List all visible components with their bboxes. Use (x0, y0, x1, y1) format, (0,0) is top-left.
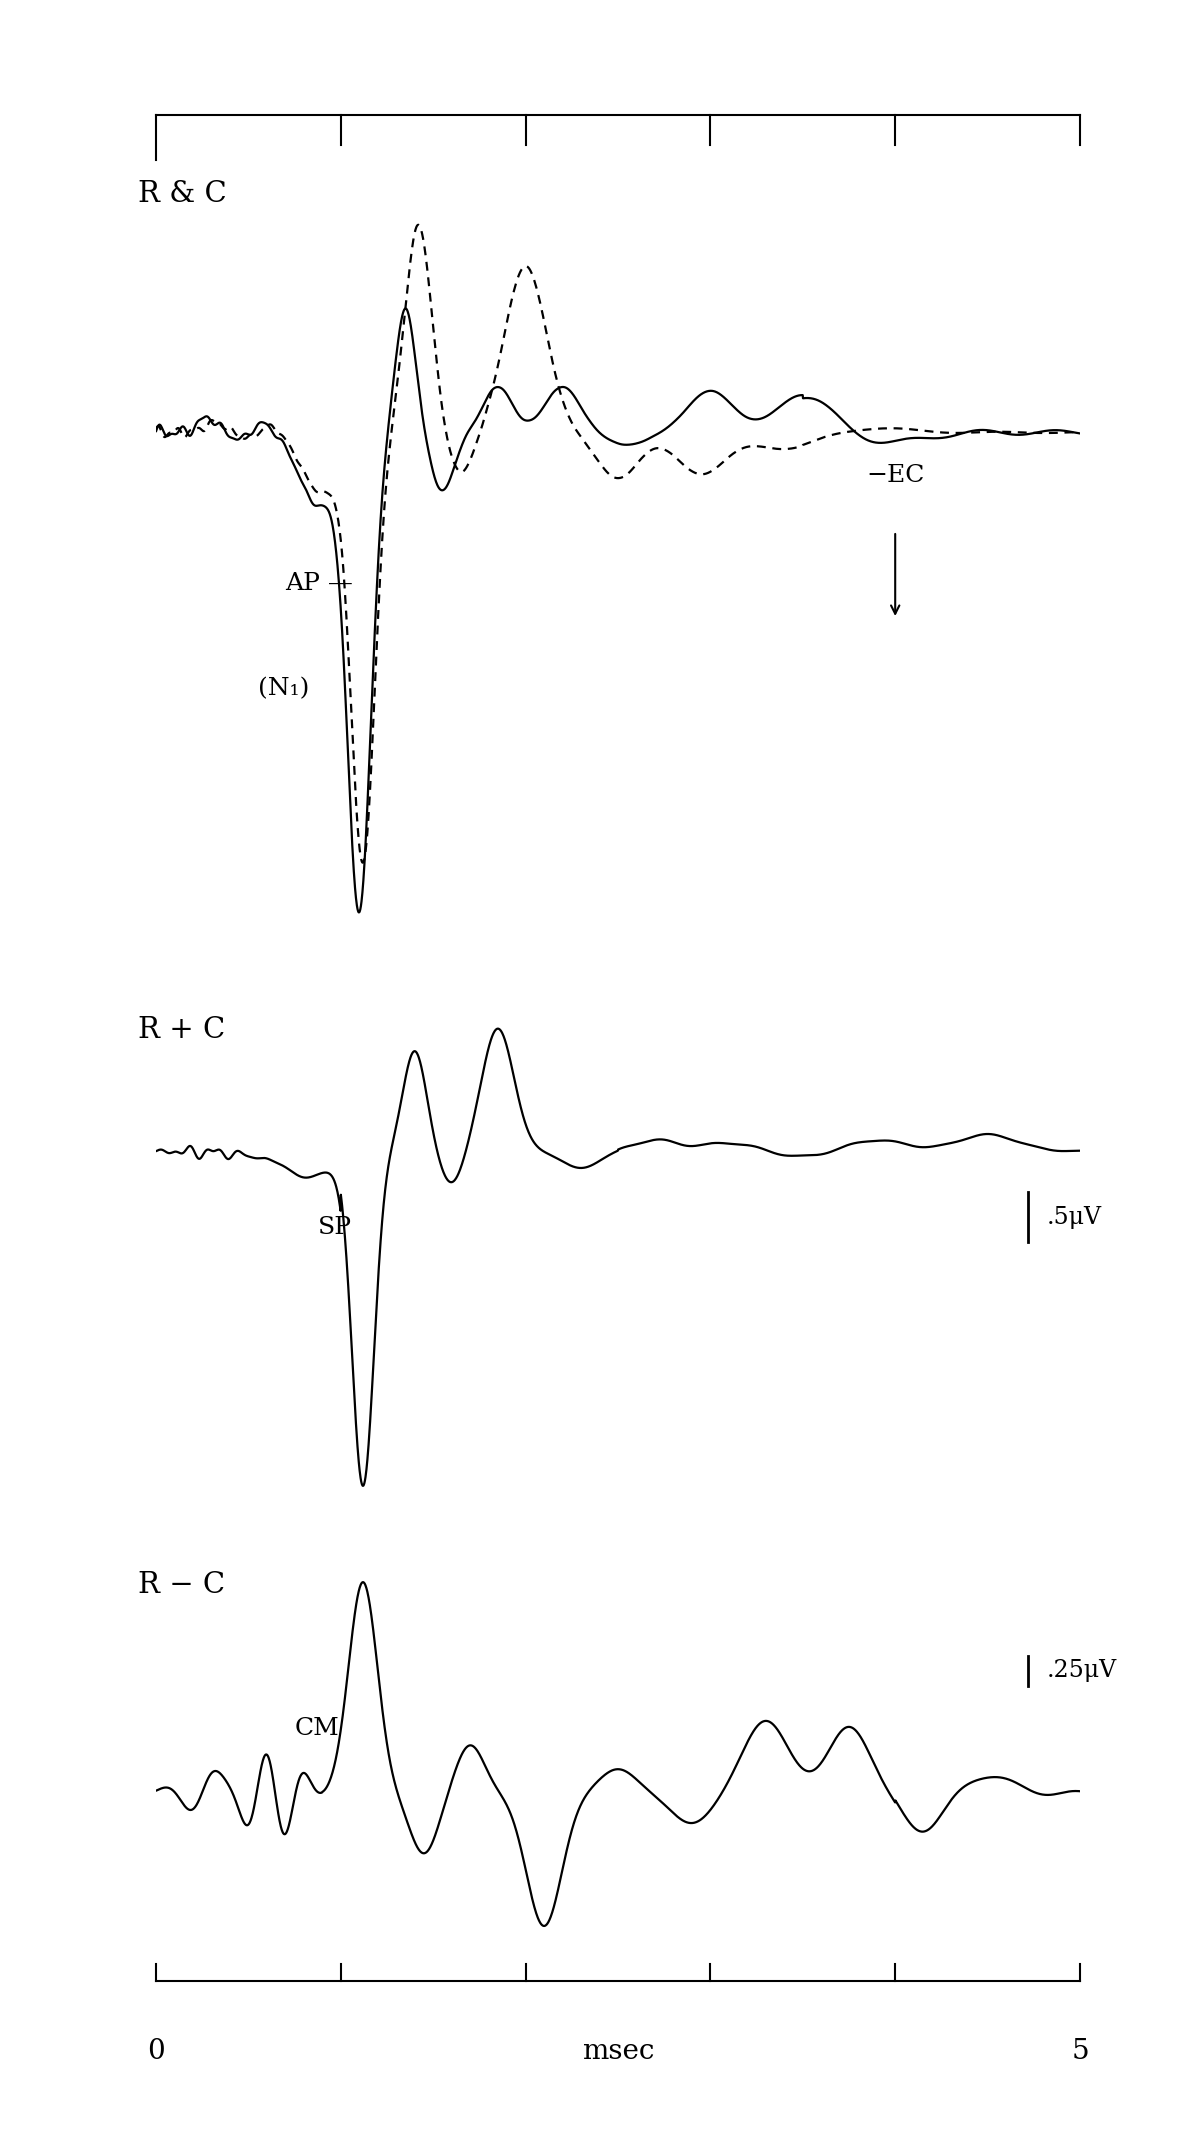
Text: R + C: R + C (138, 1016, 224, 1044)
Text: (N₁): (N₁) (258, 678, 310, 700)
Text: R − C: R − C (138, 1571, 224, 1599)
Text: R & C: R & C (138, 180, 227, 208)
Text: SP: SP (318, 1216, 352, 1239)
Text: .25μV: .25μV (1046, 1658, 1117, 1682)
Text: AP —: AP — (286, 571, 353, 595)
Text: 5: 5 (1072, 2037, 1088, 2065)
Text: −EC: −EC (866, 464, 924, 488)
Text: .5μV: .5μV (1046, 1205, 1102, 1228)
Text: CM: CM (295, 1718, 340, 1740)
Text: 0: 0 (148, 2037, 164, 2065)
Text: msec: msec (582, 2037, 654, 2065)
